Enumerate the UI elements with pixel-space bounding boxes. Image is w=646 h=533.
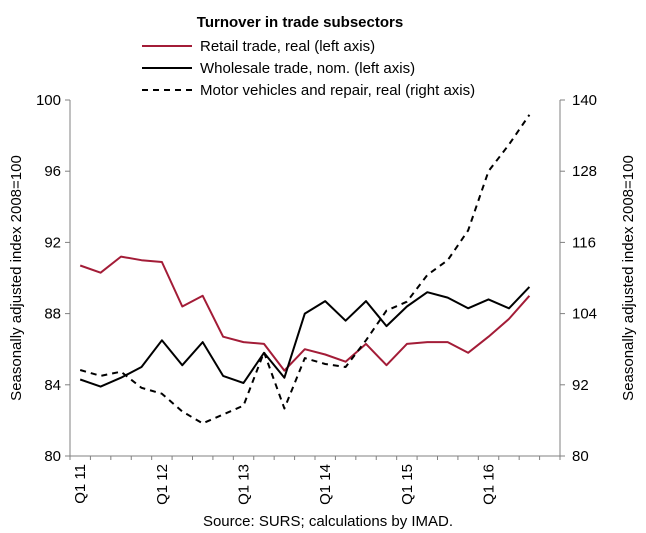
left-tick-label: 80: [44, 448, 61, 465]
legend-label-retail: Retail trade, real (left axis): [200, 38, 375, 55]
left-axis-ticks: 80 84 88 92 96 100: [36, 92, 70, 465]
series-line-2: [79, 114, 531, 425]
right-tick-label: 128: [572, 163, 597, 180]
x-tick-label: Q1 13: [236, 464, 253, 505]
right-tick-label: 140: [572, 92, 597, 109]
x-axis-ticks: Q1 11 Q1 12 Q1 13 Q1 14 Q1 15 Q1 16: [69, 456, 561, 505]
left-tick-label: 100: [36, 92, 61, 109]
right-tick-label: 104: [572, 306, 597, 323]
legend-label-motor: Motor vehicles and repair, real (right a…: [200, 82, 475, 99]
series-line-0: [79, 255, 531, 372]
x-tick-label: Q1 16: [481, 464, 498, 505]
left-tick-label: 84: [44, 377, 61, 394]
legend: Retail trade, real (left axis) Wholesale…: [142, 38, 475, 99]
series-line-1: [79, 286, 531, 388]
right-tick-label: 80: [572, 448, 589, 465]
series-layer: [79, 114, 531, 425]
x-tick-label: Q1 11: [72, 464, 89, 504]
left-tick-label: 88: [44, 306, 61, 323]
left-tick-label: 96: [44, 163, 61, 180]
source-note: Source: SURS; calculations by IMAD.: [203, 513, 453, 530]
legend-label-wholesale: Wholesale trade, nom. (left axis): [200, 60, 415, 77]
x-tick-label: Q1 15: [399, 464, 416, 505]
left-tick-label: 92: [44, 234, 61, 251]
left-axis-label: Seasonally adjusted index 2008=100: [8, 155, 25, 401]
x-tick-label: Q1 12: [154, 464, 171, 505]
right-axis-label: Seasonally adjusted index 2008=100: [620, 155, 637, 401]
right-tick-label: 116: [572, 234, 596, 251]
right-tick-label: 92: [572, 377, 589, 394]
chart-title: Turnover in trade subsectors: [197, 14, 403, 31]
right-axis-ticks: 80 92 104 116 128 140: [560, 92, 597, 465]
x-tick-label: Q1 14: [317, 464, 334, 505]
